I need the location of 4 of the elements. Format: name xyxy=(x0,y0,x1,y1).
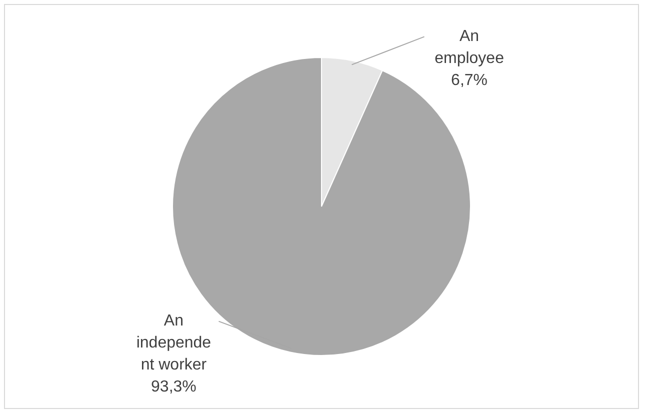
data-label: 6,7% xyxy=(451,72,488,90)
slice-label: An independent worker xyxy=(136,312,212,374)
data-label: 93,3% xyxy=(151,378,196,396)
slice-label: An employee xyxy=(434,28,504,68)
